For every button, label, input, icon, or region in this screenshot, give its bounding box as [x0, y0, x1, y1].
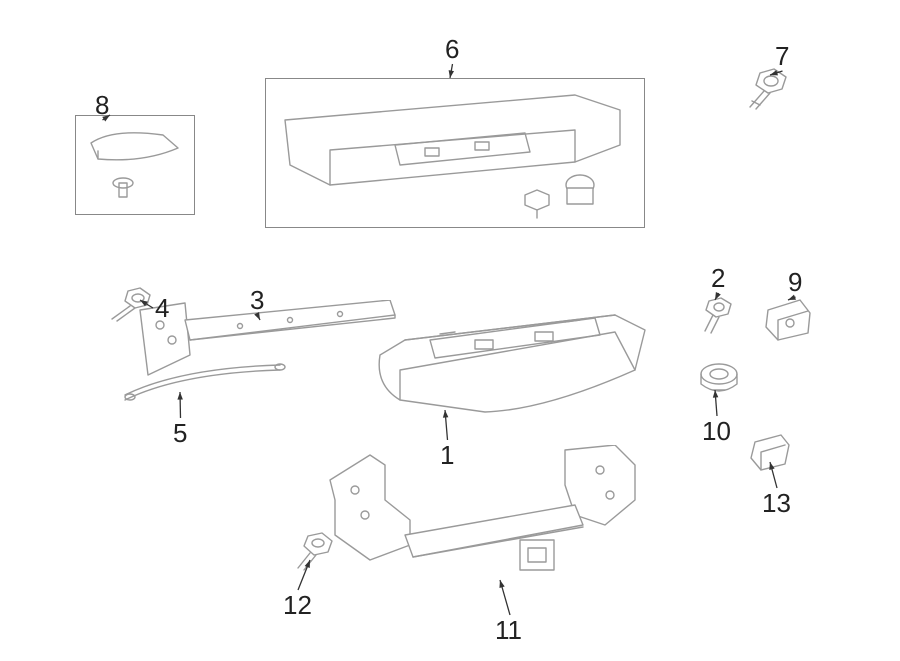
part-retainer [760, 295, 815, 345]
callout-8: 8 [95, 92, 109, 118]
callout-12: 12 [283, 592, 312, 618]
part-strap [120, 360, 290, 410]
part-end-cap-kit [83, 123, 187, 208]
part-bumper [365, 300, 655, 420]
callout-1: 1 [440, 442, 454, 468]
callout-7: 7 [775, 43, 789, 69]
callout-10: 10 [702, 418, 731, 444]
part-trailer-hitch [315, 445, 655, 605]
part-clip [745, 430, 795, 475]
callout-4: 4 [155, 295, 169, 321]
callout-2: 2 [711, 265, 725, 291]
callout-11: 11 [495, 617, 522, 643]
part-bolt-7 [740, 65, 800, 115]
callout-6: 6 [445, 36, 459, 62]
callout-9: 9 [788, 269, 802, 295]
parts-diagram-canvas: 1 2 3 4 5 6 7 8 9 10 11 12 13 [0, 0, 900, 661]
part-bolt-2 [695, 295, 740, 340]
callout-5: 5 [173, 420, 187, 446]
part-step-pad-kit [275, 90, 635, 220]
callout-3: 3 [250, 287, 264, 313]
part-bushing [695, 360, 743, 400]
callout-13: 13 [762, 490, 791, 516]
